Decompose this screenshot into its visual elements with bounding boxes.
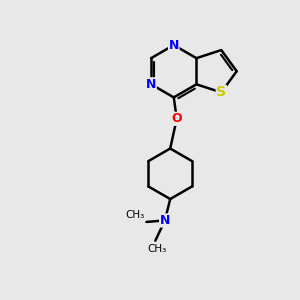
Text: O: O bbox=[171, 112, 182, 125]
Text: N: N bbox=[146, 78, 156, 91]
Text: N: N bbox=[160, 214, 170, 227]
Text: S: S bbox=[216, 85, 226, 99]
Text: CH₃: CH₃ bbox=[126, 210, 145, 220]
Text: N: N bbox=[169, 39, 179, 52]
Text: CH₃: CH₃ bbox=[147, 244, 167, 254]
